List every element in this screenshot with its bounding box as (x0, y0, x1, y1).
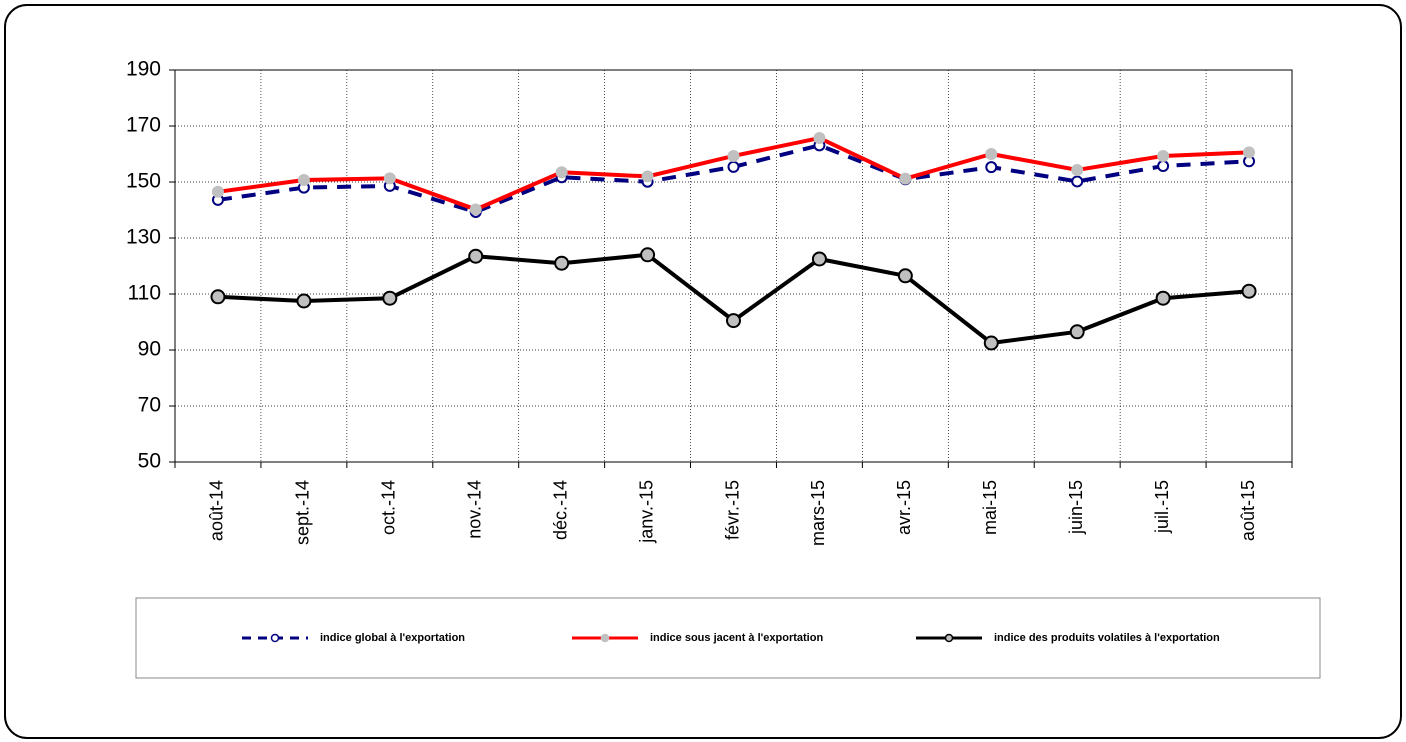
point (1071, 175, 1084, 188)
point (1157, 149, 1170, 162)
legend-marker (944, 633, 954, 643)
point (382, 290, 398, 306)
point (985, 161, 998, 174)
legend-label: indice sous jacent à l'exportation (650, 632, 823, 644)
x-tick-label: avr.-15 (894, 480, 914, 535)
plot-area (175, 70, 1292, 462)
y-tick-label: 90 (138, 338, 161, 361)
point (554, 255, 570, 271)
x-tick-label: nov.-14 (464, 480, 484, 539)
point (1069, 324, 1085, 340)
x-tick-label: déc.-14 (550, 480, 570, 540)
y-tick-label: 110 (128, 282, 161, 305)
legend-marker (600, 633, 610, 643)
point (1071, 163, 1084, 176)
x-tick-label: sept.-14 (293, 480, 313, 545)
x-tick-label: juin-15 (1066, 480, 1086, 535)
y-tick-label: 170 (126, 114, 161, 137)
point (469, 203, 482, 216)
y-tick-label: 130 (126, 226, 161, 249)
point (1157, 160, 1170, 173)
legend-marker (270, 633, 280, 643)
x-tick-label: mars-15 (808, 480, 828, 546)
point (813, 132, 826, 145)
point (641, 170, 654, 183)
x-tick-label: janv.-15 (636, 480, 656, 544)
x-tick-label: oct.-14 (379, 480, 399, 535)
point (640, 247, 656, 263)
y-tick-label: 70 (138, 394, 161, 417)
point (468, 248, 484, 264)
y-tick-label: 50 (138, 450, 161, 473)
point (1241, 283, 1257, 299)
point (1155, 290, 1171, 306)
x-tick-label: févr.-15 (722, 480, 742, 540)
x-tick-label: août-14 (207, 480, 227, 541)
point (297, 174, 310, 187)
y-tick-label: 190 (126, 58, 161, 81)
point (983, 335, 999, 351)
y-tick-label: 150 (126, 170, 161, 193)
legend-label: indice des produits volatiles à l'export… (994, 632, 1220, 644)
point (726, 313, 741, 329)
point (727, 149, 740, 162)
point (897, 268, 913, 284)
legend-box (135, 597, 1321, 679)
x-tick-label: août-15 (1238, 480, 1258, 541)
plot-border (174, 69, 1293, 463)
point (985, 148, 998, 160)
point (811, 251, 827, 267)
point (211, 185, 224, 198)
legend-label: indice global à l'exportation (320, 632, 465, 644)
point (555, 166, 568, 179)
point (899, 172, 912, 185)
x-tick-label: mai-15 (980, 480, 1000, 535)
x-tick-label: juil.-15 (1152, 480, 1172, 534)
point (383, 172, 396, 185)
point (296, 293, 312, 309)
point (1243, 146, 1256, 159)
point (727, 160, 740, 173)
point (210, 289, 226, 305)
